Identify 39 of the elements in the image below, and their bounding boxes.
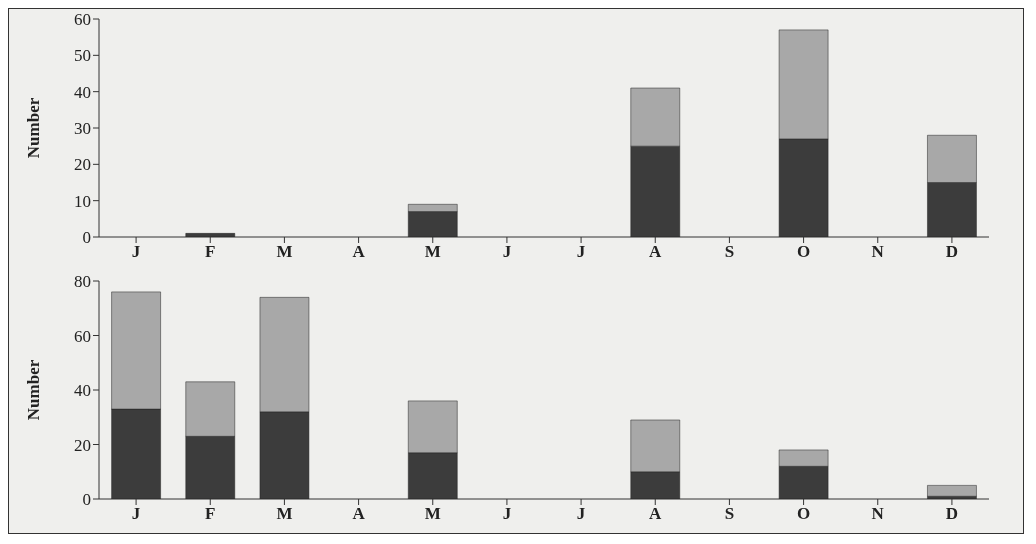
- y-tick-label: 60: [74, 326, 91, 346]
- x-tick-label: F: [205, 504, 216, 524]
- y-axis-title: Number: [24, 97, 44, 159]
- y-axis-title: Number: [24, 359, 44, 421]
- y-tick-label: 60: [74, 10, 91, 30]
- x-tick-label: O: [796, 504, 811, 524]
- y-tick-label: 20: [74, 155, 91, 175]
- y-tick-label: 50: [74, 46, 91, 66]
- x-tick-label: A: [649, 242, 663, 262]
- y-tick-label: 40: [74, 381, 91, 401]
- x-tick-label: A: [352, 242, 366, 262]
- x-tick-label: N: [871, 242, 885, 262]
- x-tick-label: J: [576, 504, 586, 524]
- bar: [927, 485, 977, 497]
- x-tick-label: J: [576, 242, 586, 262]
- y-tick-label: 10: [74, 191, 91, 211]
- y-tick-label: 0: [82, 228, 91, 248]
- y-tick-label: 20: [74, 435, 91, 455]
- x-tick-label: N: [871, 504, 885, 524]
- x-tick-label: J: [502, 504, 512, 524]
- x-tick-label: S: [724, 242, 735, 262]
- x-tick-label: M: [276, 242, 293, 262]
- x-tick-label: O: [796, 242, 811, 262]
- x-tick-label: M: [276, 504, 293, 524]
- x-tick-label: J: [502, 242, 512, 262]
- x-tick-label: M: [424, 504, 441, 524]
- x-tick-label: A: [649, 504, 663, 524]
- x-tick-label: M: [424, 242, 441, 262]
- x-tick-label: S: [724, 504, 735, 524]
- y-tick-label: 80: [74, 272, 91, 292]
- x-tick-label: D: [945, 242, 959, 262]
- x-tick-label: F: [205, 242, 216, 262]
- x-tick-label: A: [352, 504, 366, 524]
- y-tick-label: 0: [82, 490, 91, 510]
- x-tick-label: D: [945, 504, 959, 524]
- y-tick-label: 30: [74, 119, 91, 139]
- x-tick-label: J: [131, 504, 141, 524]
- y-tick-label: 40: [74, 82, 91, 102]
- x-tick-label: J: [131, 242, 141, 262]
